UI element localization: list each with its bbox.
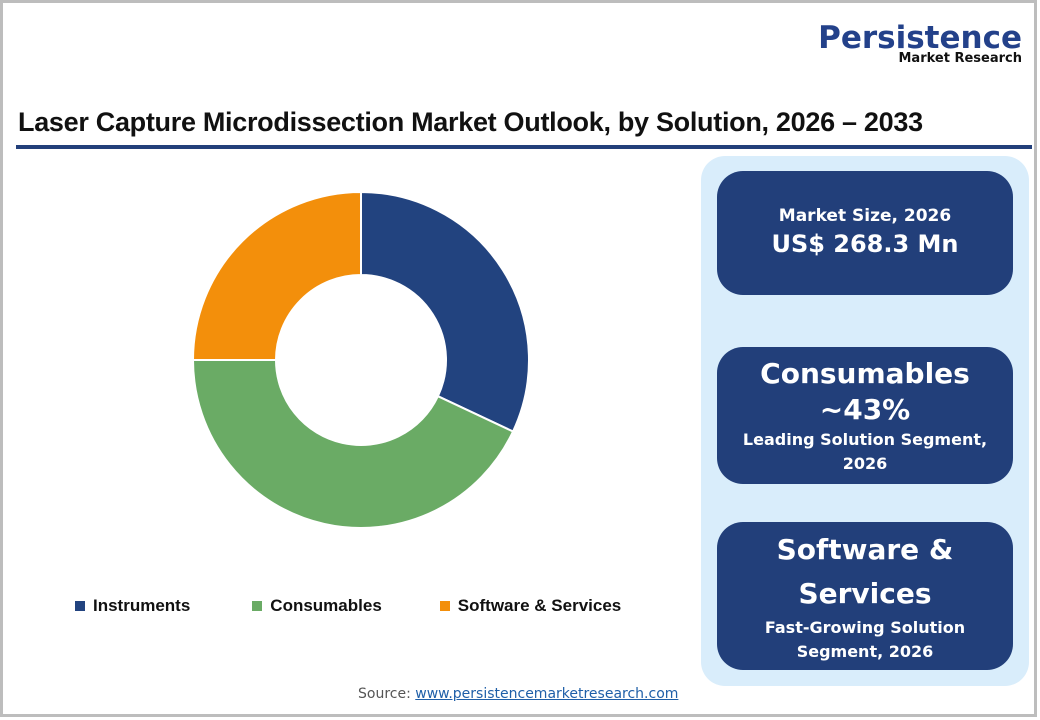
legend-item-consumables: Consumables — [252, 596, 382, 616]
chart-legend: Instruments Consumables Software & Servi… — [75, 596, 621, 616]
donut-slice-software-services — [191, 190, 362, 361]
leading-segment-share: ~43% — [819, 392, 911, 426]
logo: Persistence Market Research — [818, 22, 1022, 66]
legend-label: Consumables — [270, 596, 382, 615]
legend-label: Software & Services — [457, 596, 622, 615]
legend-item-instruments: Instruments — [75, 596, 190, 616]
legend-label: Instruments — [93, 596, 191, 615]
fastest-segment-caption: Fast-Growing Solution Segment, 2026 — [764, 618, 966, 661]
source-link[interactable]: www.persistencemarketresearch.com — [415, 686, 679, 702]
market-size-label: Market Size, 2026 — [778, 206, 952, 226]
leading-segment-caption: Leading Solution Segment, 2026 — [742, 429, 988, 473]
leading-segment-card: Consumables ~43% Leading Solution Segmen… — [717, 347, 1013, 484]
fastest-segment-card: Software & Services Fast-Growing Solutio… — [717, 522, 1013, 670]
donut-chart — [191, 190, 530, 529]
legend-item-software-services: Software & Services — [439, 596, 622, 616]
source-note: Source: www.persistencemarketresearch.co… — [358, 686, 678, 702]
market-size-card: Market Size, 2026 US$ 268.3 Mn — [717, 171, 1013, 295]
legend-swatch-icon — [439, 601, 450, 611]
donut-svg — [191, 190, 530, 529]
logo-sub-text: Market Research — [898, 51, 1023, 66]
market-size-value: US$ 268.3 Mn — [771, 230, 959, 258]
title-divider — [16, 145, 1032, 149]
donut-slice-consumables — [191, 359, 515, 529]
source-label: Source: — [358, 686, 411, 702]
legend-swatch-icon — [75, 601, 85, 611]
leading-segment-name: Consumables — [760, 356, 970, 390]
fastest-segment-name: Software & Services — [776, 533, 954, 610]
logo-main-text: Persistence — [818, 20, 1022, 56]
highlights-panel: Market Size, 2026 US$ 268.3 Mn Consumabl… — [701, 156, 1029, 686]
legend-swatch-icon — [252, 601, 263, 611]
donut-slice-instruments — [360, 190, 530, 433]
chart-title: Laser Capture Microdissection Market Out… — [18, 107, 923, 137]
